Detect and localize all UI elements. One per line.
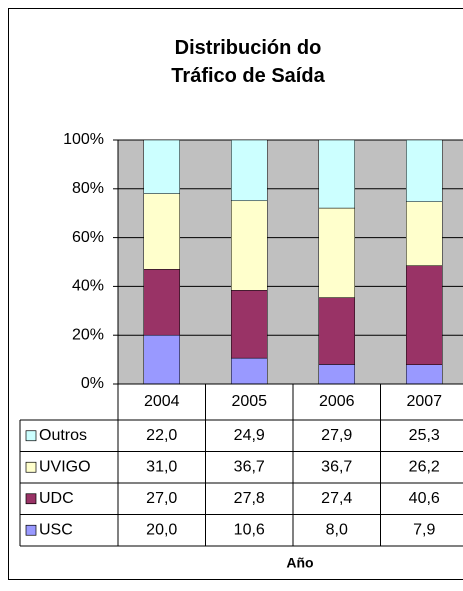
legend-label: USC (39, 521, 73, 538)
data-label: 36,7 (321, 458, 352, 475)
x-tick-label: 2005 (231, 393, 267, 410)
data-label: 36,7 (234, 458, 265, 475)
y-tick-label: 80% (72, 180, 104, 197)
y-tick-label: 20% (72, 326, 104, 343)
bar-segment (143, 193, 180, 270)
data-label: 31,0 (146, 458, 177, 475)
data-label: 27,8 (234, 490, 265, 507)
data-label: 7,9 (413, 521, 435, 538)
bar-segment (231, 139, 268, 202)
y-tick-label: 100% (63, 131, 104, 148)
legend-label: UVIGO (39, 458, 91, 475)
bar-segment (406, 139, 443, 202)
chart-title: Distribución do Tráfico de Saída (171, 37, 325, 87)
legend-key (25, 430, 37, 442)
data-label: 20,0 (146, 521, 177, 538)
bar-segment (231, 290, 268, 359)
bar-segment (318, 297, 355, 365)
data-label: 27,9 (321, 427, 352, 444)
bar-segment (406, 201, 443, 266)
bar-segment (318, 207, 355, 298)
y-tick-label: 60% (72, 229, 104, 246)
legend-key (25, 493, 37, 505)
legend-key (25, 461, 37, 473)
data-label: 22,0 (146, 427, 177, 444)
y-tick-label: 0% (81, 375, 104, 392)
x-tick-label: 2004 (144, 393, 180, 410)
data-label: 8,0 (326, 521, 348, 538)
bar-segment (231, 200, 268, 291)
legend-key (25, 524, 37, 536)
y-tick-label: 40% (72, 278, 104, 295)
x-tick-label: 2007 (406, 393, 442, 410)
x-axis-label: Año (286, 555, 313, 571)
data-label: 27,0 (146, 490, 177, 507)
data-label: 25,3 (409, 427, 440, 444)
data-label: 26,2 (409, 458, 440, 475)
data-label: 10,6 (234, 521, 265, 538)
data-label: 24,9 (234, 427, 265, 444)
bar-segment (143, 269, 180, 336)
bar-segment (406, 364, 443, 385)
data-label: 40,6 (409, 490, 440, 507)
bar-segment (231, 357, 268, 385)
bar-segment (143, 334, 180, 385)
bar-segment (318, 139, 355, 209)
bar-segment (318, 364, 355, 385)
legend-label: UDC (39, 490, 74, 507)
x-tick-label: 2006 (319, 393, 355, 410)
bar-segment (143, 139, 180, 194)
bar-segment (406, 265, 443, 365)
data-label: 27,4 (321, 490, 352, 507)
legend-label: Outros (39, 427, 87, 444)
